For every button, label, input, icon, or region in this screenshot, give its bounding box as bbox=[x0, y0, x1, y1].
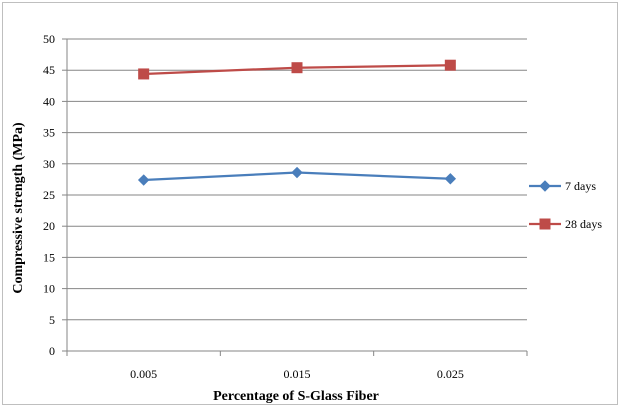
y-tick-label: 50 bbox=[43, 32, 55, 46]
legend-marker bbox=[539, 180, 551, 192]
chart-frame bbox=[2, 2, 618, 405]
y-tick-label: 10 bbox=[43, 282, 55, 296]
y-tick-label: 35 bbox=[43, 126, 55, 140]
data-point bbox=[137, 174, 150, 186]
legend-label: 7 days bbox=[565, 179, 596, 193]
x-tick-labels: 0.005 0.015 0.025 bbox=[130, 367, 464, 381]
y-tick-label: 30 bbox=[43, 157, 55, 171]
series bbox=[137, 59, 457, 186]
data-point bbox=[291, 62, 303, 74]
y-tick-label: 20 bbox=[43, 219, 55, 233]
x-tick-label: 0.005 bbox=[130, 367, 157, 381]
y-axis-title: Compressive strength (MPa) bbox=[11, 122, 26, 294]
y-tick-label: 45 bbox=[43, 63, 55, 77]
series-7-days bbox=[137, 166, 457, 186]
data-point bbox=[138, 68, 150, 80]
y-tick-label: 0 bbox=[49, 344, 55, 358]
x-tick-label: 0.015 bbox=[284, 367, 311, 381]
x-tick-label: 0.025 bbox=[437, 367, 464, 381]
legend-label: 28 days bbox=[565, 217, 602, 231]
legend: 7 days 28 days bbox=[529, 179, 602, 231]
y-tick-labels: 0 5 10 15 20 25 30 35 40 45 50 bbox=[43, 32, 55, 358]
data-point bbox=[291, 166, 303, 179]
y-tick-label: 25 bbox=[43, 188, 55, 202]
y-tick-label: 15 bbox=[43, 250, 55, 264]
axes bbox=[66, 39, 527, 352]
legend-marker bbox=[539, 218, 551, 230]
x-axis-title: Percentage of S-Glass Fiber bbox=[213, 389, 379, 404]
y-tick-label: 5 bbox=[49, 313, 55, 327]
series-28-days bbox=[138, 59, 456, 80]
data-point bbox=[444, 173, 457, 185]
gridlines bbox=[62, 38, 528, 356]
y-tick-label: 40 bbox=[43, 94, 55, 108]
legend-entry: 7 days bbox=[529, 179, 596, 193]
legend-entry: 28 days bbox=[529, 217, 602, 231]
data-point bbox=[444, 59, 456, 71]
